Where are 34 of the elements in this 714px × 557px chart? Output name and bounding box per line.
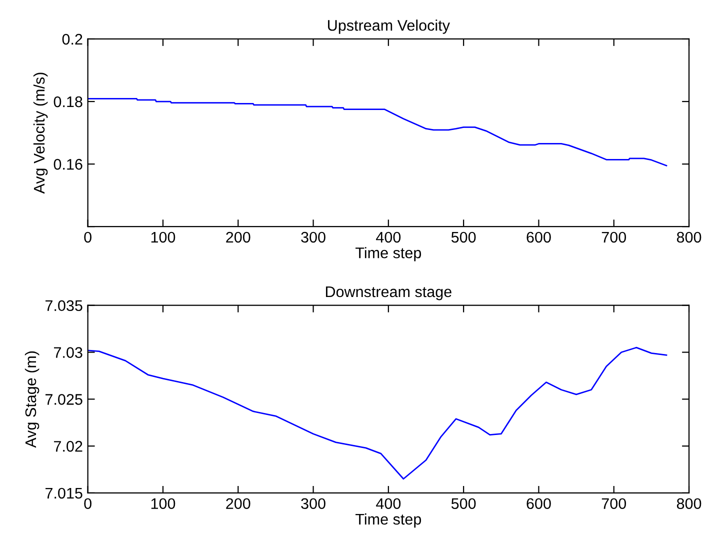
y-tick-label: 0.2	[62, 34, 82, 45]
x-tick-label: 500	[451, 498, 476, 510]
y-tick-label: 7.02	[54, 440, 82, 452]
x-tick-label: 400	[376, 498, 401, 510]
y-tick-label: 7.035	[46, 300, 82, 312]
x-axis-title: Time step	[356, 513, 422, 528]
y-tick-label: 7.015	[46, 488, 82, 499]
x-tick-label: 300	[301, 498, 326, 510]
y-tick-label: 7.025	[46, 394, 82, 405]
chart-title: Downstream stage	[326, 286, 452, 300]
x-tick-label: 400	[376, 232, 401, 243]
x-tick-label: 300	[301, 232, 326, 243]
x-tick-label: 600	[526, 232, 551, 243]
y-axis-title: Avg Velocity (m/s)	[33, 72, 48, 194]
x-tick-label: 100	[151, 498, 176, 510]
x-tick-label: 100	[151, 232, 176, 243]
x-tick-label: 0	[84, 232, 92, 243]
x-tick-label: 200	[226, 498, 250, 510]
x-tick-label: 0	[84, 498, 92, 510]
y-tick-label: 0.16	[54, 158, 82, 170]
line-series	[88, 98, 668, 166]
x-tick-label: 700	[602, 232, 626, 243]
y-axis-title: Avg Stage (m)	[24, 351, 40, 448]
x-tick-label: 600	[526, 498, 551, 510]
x-axis-title: Time step	[356, 247, 422, 262]
x-tick-label: 200	[226, 232, 250, 243]
line-series	[88, 346, 668, 480]
chart-title: Upstream Velocity	[328, 20, 450, 34]
x-tick-label: 800	[676, 498, 702, 510]
x-tick-label: 500	[451, 232, 476, 243]
x-tick-label: 800	[676, 232, 702, 243]
y-tick-label: 0.18	[54, 96, 82, 108]
x-tick-label: 700	[602, 498, 626, 510]
y-tick-label: 7.03	[54, 347, 82, 358]
